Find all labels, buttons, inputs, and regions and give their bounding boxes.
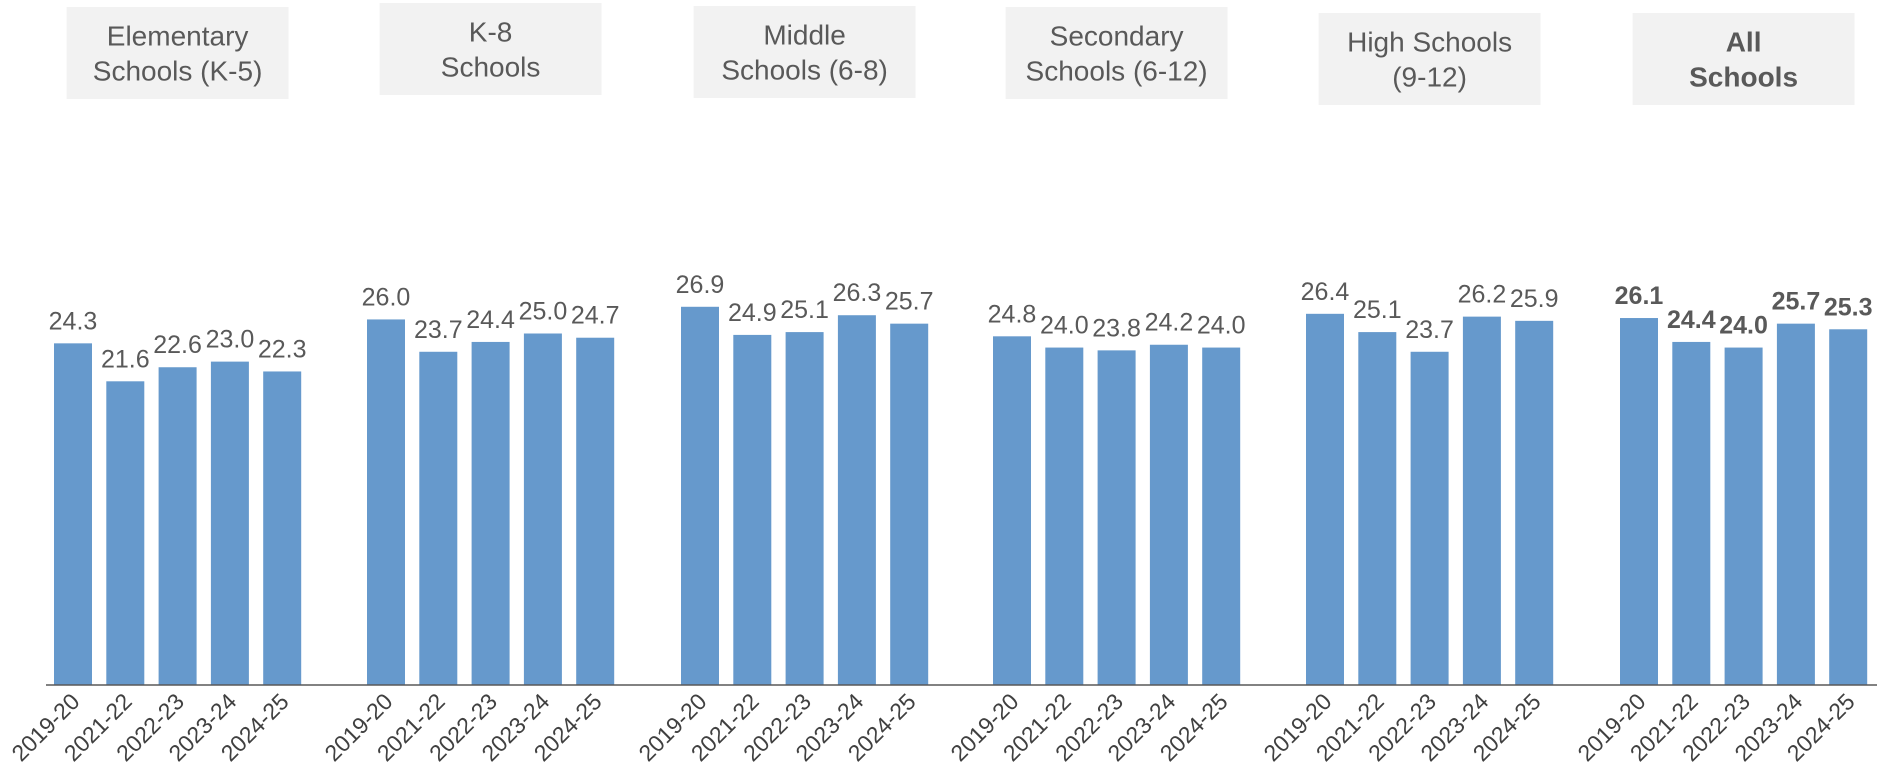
group-label-line: Middle: [763, 20, 845, 51]
data-label: 23.7: [414, 316, 463, 344]
bar: [210, 361, 249, 685]
data-label: 25.3: [1824, 293, 1873, 321]
data-label: 26.0: [362, 283, 411, 311]
group-label-line: (9-12): [1392, 62, 1467, 93]
data-label: 24.3: [49, 307, 98, 335]
bar: [1829, 329, 1868, 685]
group-label-box: [1632, 13, 1855, 105]
data-label: 26.3: [833, 279, 882, 307]
bar: [1202, 347, 1241, 685]
data-label: 24.8: [988, 300, 1037, 328]
data-label: 23.8: [1092, 314, 1141, 342]
group-label-line: High Schools: [1347, 27, 1512, 58]
bar: [367, 319, 405, 685]
bar: [837, 315, 876, 685]
data-label: 23.0: [206, 326, 255, 354]
group-label-line: K-8: [469, 17, 513, 48]
group-label: Middle Schools (6-8): [693, 6, 916, 98]
data-label: 25.7: [1772, 288, 1821, 316]
group-label: Elementary Schools (K-5): [66, 7, 289, 99]
bar: [1149, 344, 1188, 685]
bar: [993, 336, 1031, 685]
bar: [1776, 323, 1815, 685]
bar: [158, 367, 197, 685]
data-label: 24.0: [1197, 312, 1246, 340]
bar: [1358, 332, 1397, 685]
data-label: 26.9: [676, 271, 725, 299]
data-label: 24.2: [1145, 309, 1194, 337]
data-label: 25.9: [1510, 285, 1559, 313]
bar: [785, 332, 824, 685]
data-label: 22.3: [258, 335, 307, 363]
group-label-box: [1005, 7, 1228, 99]
data-label: 24.4: [1667, 306, 1716, 334]
bar: [890, 323, 929, 685]
group-label: Secondary Schools (6-12): [1005, 7, 1228, 99]
group-label-line: Schools: [441, 52, 541, 83]
group-label-line: All: [1726, 27, 1762, 58]
data-label: 24.0: [1040, 312, 1089, 340]
bar: [1724, 347, 1763, 685]
data-label: 26.1: [1615, 282, 1664, 310]
bar: [1515, 320, 1554, 685]
bar: [419, 351, 458, 685]
data-label: 26.4: [1301, 278, 1350, 306]
bar: [1306, 313, 1344, 685]
data-label: 25.1: [780, 296, 829, 324]
bar: [681, 306, 719, 685]
data-label: 25.7: [885, 288, 934, 316]
bar: [523, 333, 562, 685]
data-label: 24.7: [571, 302, 620, 330]
bar: [471, 341, 510, 685]
group-label-box: [66, 7, 289, 99]
bar: [1620, 318, 1658, 685]
group-label-line: Elementary: [107, 21, 249, 52]
bar: [576, 337, 615, 685]
group-label-line: Schools (K-5): [93, 56, 263, 87]
group-label-box: [1318, 13, 1541, 105]
bar: [733, 334, 772, 685]
bar: [1410, 351, 1449, 685]
group-label-box: [693, 6, 916, 98]
data-label: 24.0: [1719, 312, 1768, 340]
group-label: High Schools (9-12): [1318, 13, 1541, 105]
bar: [106, 381, 145, 685]
group-label: K-8 Schools: [379, 3, 602, 95]
data-label: 21.6: [101, 345, 150, 373]
bar: [54, 343, 92, 685]
data-label: 24.4: [466, 306, 515, 334]
bar: [1462, 316, 1501, 685]
group-label: All Schools: [1632, 13, 1855, 105]
bar: [1097, 350, 1136, 685]
data-label: 25.0: [519, 298, 568, 326]
data-label: 23.7: [1405, 316, 1454, 344]
bar: [1672, 341, 1711, 685]
bar: [1045, 347, 1084, 685]
data-label: 22.6: [153, 331, 202, 359]
group-label-line: Schools (6-8): [721, 55, 888, 86]
group-label-box: [379, 3, 602, 95]
data-label: 26.2: [1458, 281, 1507, 309]
group-label-line: Schools (6-12): [1026, 56, 1208, 87]
group-label-line: Schools: [1689, 62, 1798, 93]
data-label: 24.9: [728, 299, 777, 327]
group-label-line: Secondary: [1050, 21, 1184, 52]
bar: [263, 371, 302, 685]
data-label: 25.1: [1353, 296, 1402, 324]
